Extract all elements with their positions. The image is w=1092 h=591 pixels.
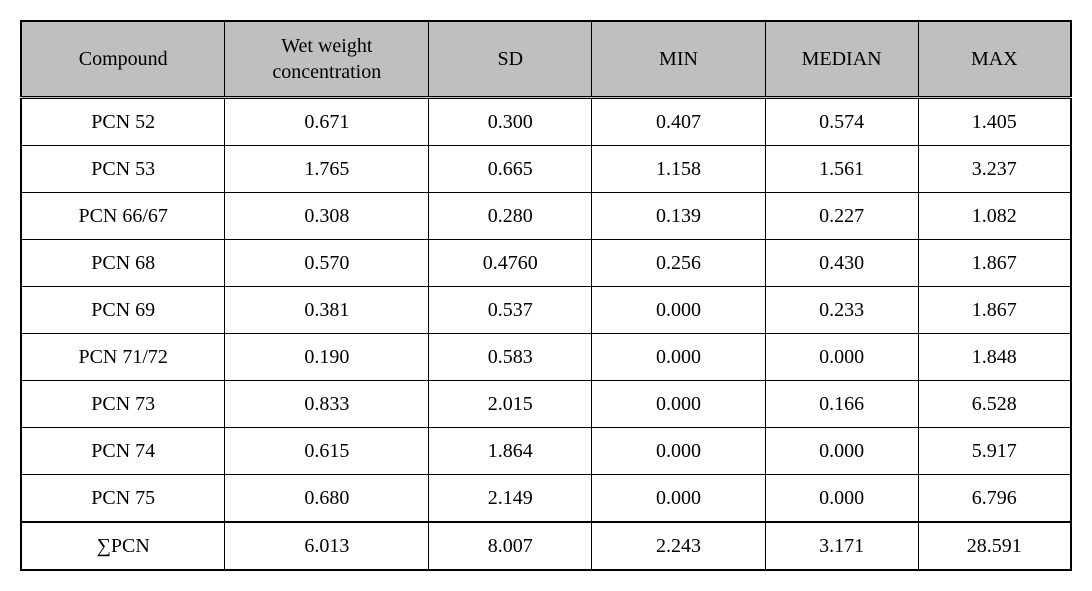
table-cell: 0.000 xyxy=(765,334,918,381)
table-cell: 6.796 xyxy=(918,475,1071,523)
table-row: PCN 531.7650.6651.1581.5613.237 xyxy=(21,146,1071,193)
table-cell: 0.671 xyxy=(225,98,429,146)
col-header-median: MEDIAN xyxy=(765,21,918,98)
table-cell: 0.407 xyxy=(592,98,765,146)
table-row: PCN 750.6802.1490.0000.0006.796 xyxy=(21,475,1071,523)
table-cell: 2.149 xyxy=(429,475,592,523)
table-cell: 0.430 xyxy=(765,240,918,287)
table-cell: 0.000 xyxy=(765,428,918,475)
table-cell: 1.561 xyxy=(765,146,918,193)
table-cell: 1.158 xyxy=(592,146,765,193)
table-cell: 0.537 xyxy=(429,287,592,334)
table-cell: PCN 74 xyxy=(21,428,225,475)
col-header-wetweight: Wet weightconcentration xyxy=(225,21,429,98)
col-header-compound: Compound xyxy=(21,21,225,98)
table-cell: PCN 75 xyxy=(21,475,225,523)
table-cell: PCN 53 xyxy=(21,146,225,193)
table-cell: 5.917 xyxy=(918,428,1071,475)
table-cell: 2.015 xyxy=(429,381,592,428)
col-header-max: MAX xyxy=(918,21,1071,98)
table-cell: 0.000 xyxy=(592,428,765,475)
table-cell: 0.000 xyxy=(592,475,765,523)
table-cell: 6.528 xyxy=(918,381,1071,428)
table-cell: 0.227 xyxy=(765,193,918,240)
table-cell: 0.308 xyxy=(225,193,429,240)
table-cell: 0.4760 xyxy=(429,240,592,287)
table-cell: 0.833 xyxy=(225,381,429,428)
table-cell: PCN 69 xyxy=(21,287,225,334)
table-total-cell: 8.007 xyxy=(429,522,592,570)
table-cell: 0.190 xyxy=(225,334,429,381)
col-header-sd: SD xyxy=(429,21,592,98)
table-row: PCN 690.3810.5370.0000.2331.867 xyxy=(21,287,1071,334)
table-cell: 0.570 xyxy=(225,240,429,287)
table-row: PCN 71/720.1900.5830.0000.0001.848 xyxy=(21,334,1071,381)
table-cell: 0.166 xyxy=(765,381,918,428)
header-row: Compound Wet weightconcentration SD MIN … xyxy=(21,21,1071,98)
table-cell: 0.300 xyxy=(429,98,592,146)
table-cell: 0.000 xyxy=(592,287,765,334)
table-body: PCN 520.6710.3000.4070.5741.405PCN 531.7… xyxy=(21,98,1071,571)
table-total-cell: 3.171 xyxy=(765,522,918,570)
table-row: PCN 520.6710.3000.4070.5741.405 xyxy=(21,98,1071,146)
table-cell: 0.381 xyxy=(225,287,429,334)
table-cell: 1.082 xyxy=(918,193,1071,240)
table-cell: 1.405 xyxy=(918,98,1071,146)
table-cell: 1.867 xyxy=(918,287,1071,334)
table-cell: 0.000 xyxy=(765,475,918,523)
table-total-cell: 2.243 xyxy=(592,522,765,570)
table-cell: 0.665 xyxy=(429,146,592,193)
table-cell: 0.680 xyxy=(225,475,429,523)
table-cell: 0.233 xyxy=(765,287,918,334)
table-cell: PCN 71/72 xyxy=(21,334,225,381)
table-cell: 0.256 xyxy=(592,240,765,287)
table-total-cell: 28.591 xyxy=(918,522,1071,570)
table-cell: 0.139 xyxy=(592,193,765,240)
data-table: Compound Wet weightconcentration SD MIN … xyxy=(20,20,1072,571)
table-cell: 1.765 xyxy=(225,146,429,193)
col-header-min: MIN xyxy=(592,21,765,98)
table-total-cell: ∑PCN xyxy=(21,522,225,570)
table-cell: 0.000 xyxy=(592,334,765,381)
table-cell: 1.867 xyxy=(918,240,1071,287)
table-cell: PCN 68 xyxy=(21,240,225,287)
table-cell: 0.574 xyxy=(765,98,918,146)
table-cell: PCN 73 xyxy=(21,381,225,428)
table-cell: 0.000 xyxy=(592,381,765,428)
table-total-cell: 6.013 xyxy=(225,522,429,570)
table-row: PCN 66/670.3080.2800.1390.2271.082 xyxy=(21,193,1071,240)
table-cell: PCN 52 xyxy=(21,98,225,146)
table-total-row: ∑PCN6.0138.0072.2433.17128.591 xyxy=(21,522,1071,570)
table-cell: 1.848 xyxy=(918,334,1071,381)
table-cell: PCN 66/67 xyxy=(21,193,225,240)
table-cell: 0.615 xyxy=(225,428,429,475)
table-cell: 3.237 xyxy=(918,146,1071,193)
table-row: PCN 740.6151.8640.0000.0005.917 xyxy=(21,428,1071,475)
table-cell: 1.864 xyxy=(429,428,592,475)
table-cell: 0.280 xyxy=(429,193,592,240)
table-row: PCN 680.5700.47600.2560.4301.867 xyxy=(21,240,1071,287)
table-cell: 0.583 xyxy=(429,334,592,381)
table-row: PCN 730.8332.0150.0000.1666.528 xyxy=(21,381,1071,428)
